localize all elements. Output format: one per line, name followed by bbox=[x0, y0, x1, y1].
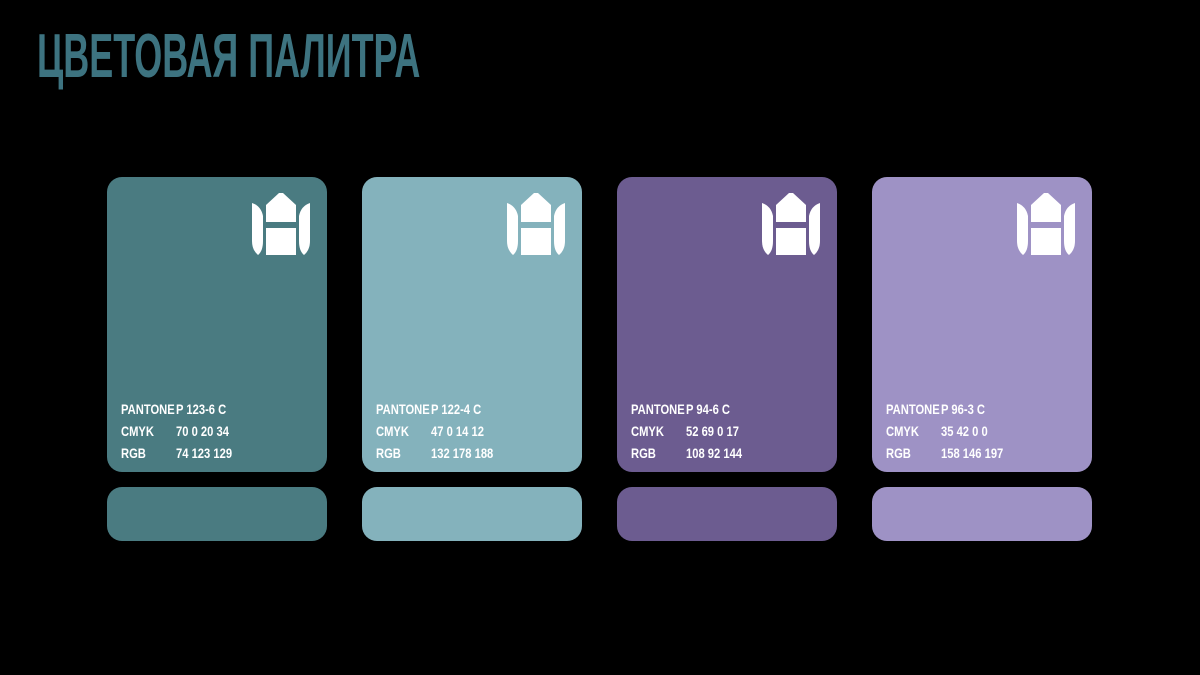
color-specs: PANTONEP 122-4 C CMYK 47 0 14 12 RGB 132 1… bbox=[376, 398, 574, 464]
rgb-value: 132 178 188 bbox=[431, 445, 494, 461]
color-card-2: PANTONEP 122-4 C CMYK 47 0 14 12 RGB 132 1… bbox=[362, 177, 582, 472]
color-pill-1 bbox=[107, 487, 327, 541]
cmyk-value: 35 42 0 0 bbox=[941, 423, 988, 439]
brand-logo-icon bbox=[1017, 193, 1075, 255]
cmyk-label: CMYK bbox=[121, 423, 154, 439]
pantone-value: P 94-6 C bbox=[686, 401, 730, 417]
pantone-label: PANTONE bbox=[886, 401, 940, 417]
color-specs: PANTONEP 94-6 C CMYK 52 69 0 17 RGB 108 92… bbox=[631, 398, 829, 464]
rgb-label: RGB bbox=[886, 445, 911, 461]
pantone-label: PANTONE bbox=[376, 401, 430, 417]
color-specs: PANTONEP 96-3 C CMYK 35 42 0 0 RGB 158 146… bbox=[886, 398, 1084, 464]
pantone-label: PANTONE bbox=[631, 401, 685, 417]
cmyk-label: CMYK bbox=[376, 423, 409, 439]
rgb-label: RGB bbox=[376, 445, 401, 461]
page-title: ЦВЕТОВАЯ ПАЛИТРА bbox=[37, 22, 421, 91]
color-card-4: PANTONEP 96-3 C CMYK 35 42 0 0 RGB 158 146… bbox=[872, 177, 1092, 472]
rgb-value: 108 92 144 bbox=[686, 445, 743, 461]
pantone-value: P 123-6 C bbox=[176, 401, 227, 417]
brand-logo-icon bbox=[252, 193, 310, 255]
pantone-value: P 122-4 C bbox=[431, 401, 482, 417]
cmyk-value: 52 69 0 17 bbox=[686, 423, 739, 439]
brand-logo-icon bbox=[507, 193, 565, 255]
rgb-label: RGB bbox=[121, 445, 146, 461]
pantone-label: PANTONE bbox=[121, 401, 175, 417]
rgb-value: 158 146 197 bbox=[941, 445, 1004, 461]
cmyk-label: CMYK bbox=[631, 423, 664, 439]
color-specs: PANTONEP 123-6 C CMYK 70 0 20 34 RGB 74 12… bbox=[121, 398, 319, 464]
color-pill-4 bbox=[872, 487, 1092, 541]
color-card-1: PANTONEP 123-6 C CMYK 70 0 20 34 RGB 74 12… bbox=[107, 177, 327, 472]
brand-logo-icon bbox=[762, 193, 820, 255]
cmyk-label: CMYK bbox=[886, 423, 919, 439]
rgb-label: RGB bbox=[631, 445, 656, 461]
cmyk-value: 70 0 20 34 bbox=[176, 423, 229, 439]
color-pill-2 bbox=[362, 487, 582, 541]
pantone-value: P 96-3 C bbox=[941, 401, 985, 417]
rgb-value: 74 123 129 bbox=[176, 445, 233, 461]
color-card-3: PANTONEP 94-6 C CMYK 52 69 0 17 RGB 108 92… bbox=[617, 177, 837, 472]
color-pill-3 bbox=[617, 487, 837, 541]
cmyk-value: 47 0 14 12 bbox=[431, 423, 484, 439]
